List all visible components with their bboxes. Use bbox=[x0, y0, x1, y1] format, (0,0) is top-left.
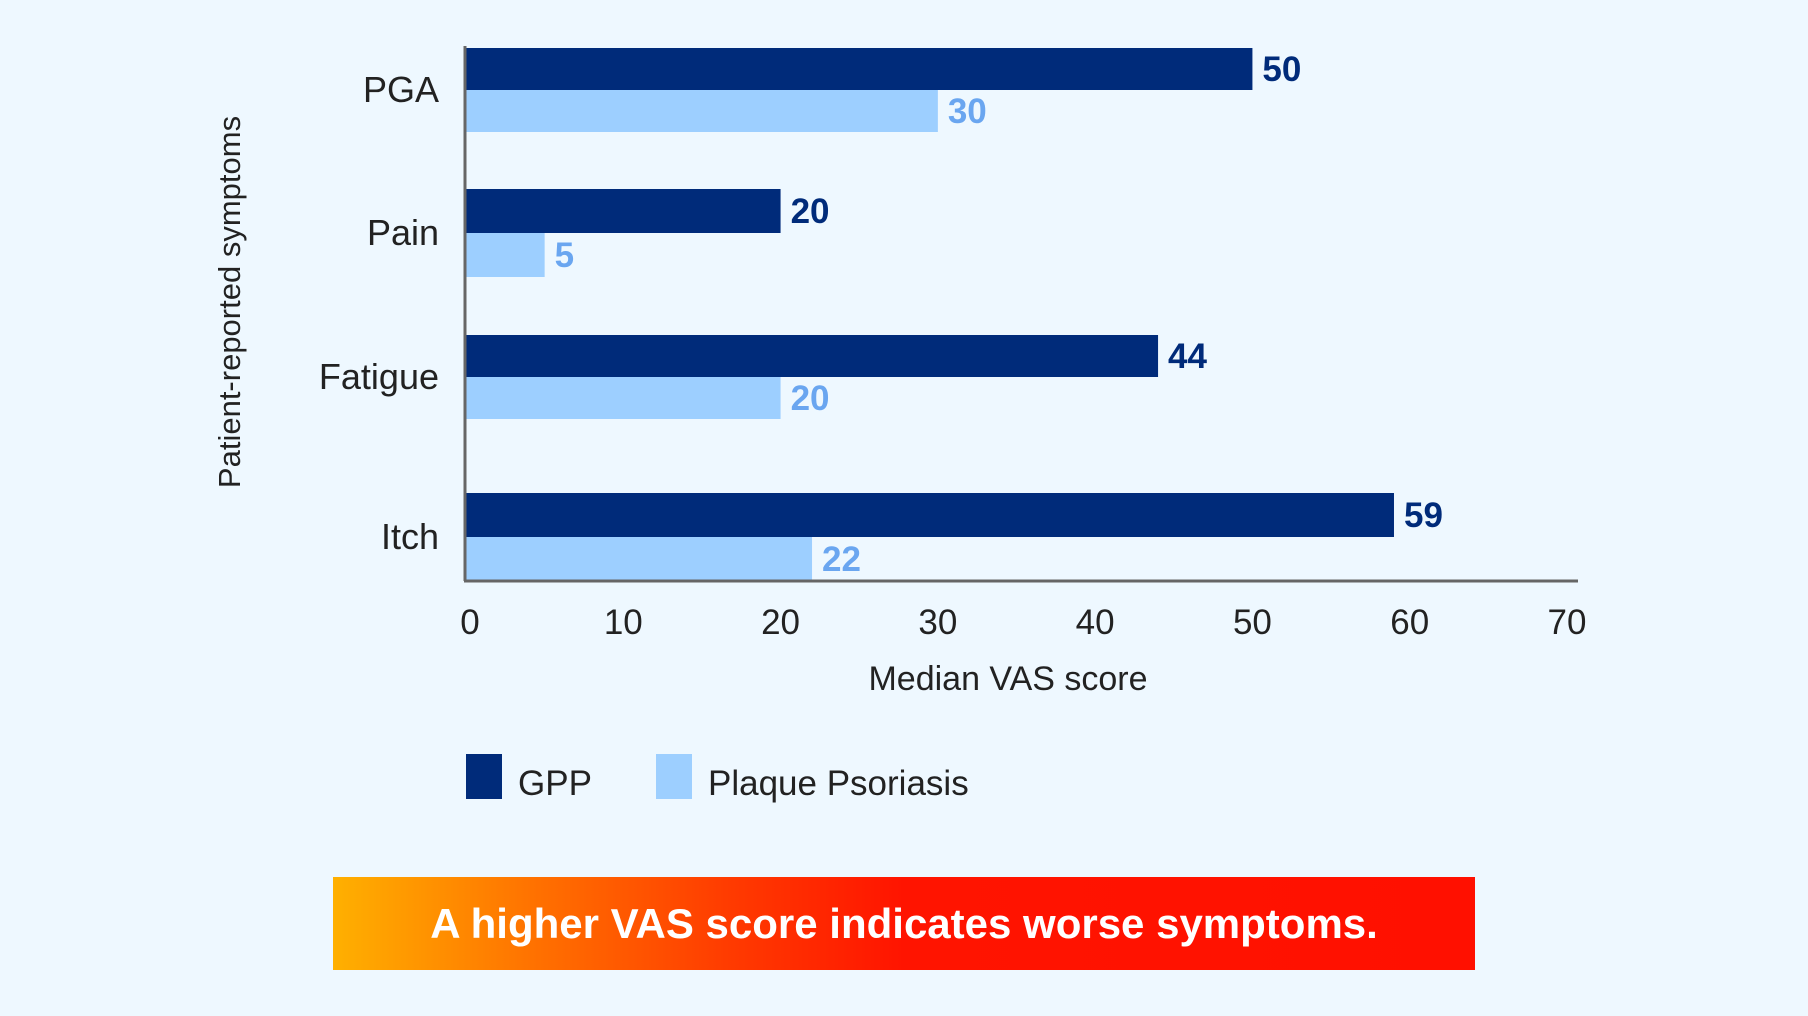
x-tick-label-50: 50 bbox=[1233, 603, 1272, 642]
x-axis-label: Median VAS score bbox=[868, 660, 1147, 698]
data-label-itch-gpp: 59 bbox=[1404, 496, 1443, 535]
data-label-pga-gpp: 50 bbox=[1262, 50, 1301, 89]
data-label-pain-plaque-psoriasis: 5 bbox=[555, 236, 574, 275]
data-label-fatigue-gpp: 44 bbox=[1168, 337, 1207, 376]
legend-swatch-gpp bbox=[466, 754, 502, 799]
category-label-fatigue: Fatigue bbox=[319, 356, 439, 397]
y-axis-label: Patient-reported symptoms bbox=[212, 116, 247, 488]
x-tick-label-60: 60 bbox=[1390, 603, 1429, 642]
bar-pain-gpp bbox=[466, 189, 781, 233]
data-label-pain-gpp: 20 bbox=[791, 192, 830, 231]
bar-fatigue-plaque-psoriasis bbox=[466, 377, 781, 419]
category-label-itch: Itch bbox=[381, 516, 439, 557]
x-tick-label-10: 10 bbox=[604, 603, 643, 642]
bar-itch-gpp bbox=[466, 493, 1394, 537]
bar-pga-plaque-psoriasis bbox=[466, 90, 938, 132]
x-tick-label-30: 30 bbox=[918, 603, 957, 642]
category-label-pain: Pain bbox=[367, 212, 439, 253]
legend-label-gpp: GPP bbox=[518, 764, 592, 803]
x-tick-label-0: 0 bbox=[460, 603, 479, 642]
bar-pain-plaque-psoriasis bbox=[466, 233, 545, 277]
bar-pga-gpp bbox=[466, 48, 1253, 90]
note-banner: A higher VAS score indicates worse sympt… bbox=[333, 877, 1475, 970]
data-label-itch-plaque-psoriasis: 22 bbox=[822, 540, 861, 579]
data-label-pga-plaque-psoriasis: 30 bbox=[948, 92, 987, 131]
bar-itch-plaque-psoriasis bbox=[466, 537, 813, 581]
category-label-pga: PGA bbox=[363, 69, 439, 110]
x-tick-label-70: 70 bbox=[1548, 603, 1587, 642]
x-tick-label-40: 40 bbox=[1076, 603, 1115, 642]
legend-label-plaque-psoriasis: Plaque Psoriasis bbox=[708, 764, 969, 803]
x-tick-label-20: 20 bbox=[761, 603, 800, 642]
bar-fatigue-gpp bbox=[466, 335, 1159, 377]
banner-text: A higher VAS score indicates worse sympt… bbox=[430, 899, 1378, 947]
legend: GPP Plaque Psoriasis bbox=[466, 754, 969, 803]
legend-swatch-plaque-psoriasis bbox=[656, 754, 692, 799]
data-label-fatigue-plaque-psoriasis: 20 bbox=[791, 379, 830, 418]
